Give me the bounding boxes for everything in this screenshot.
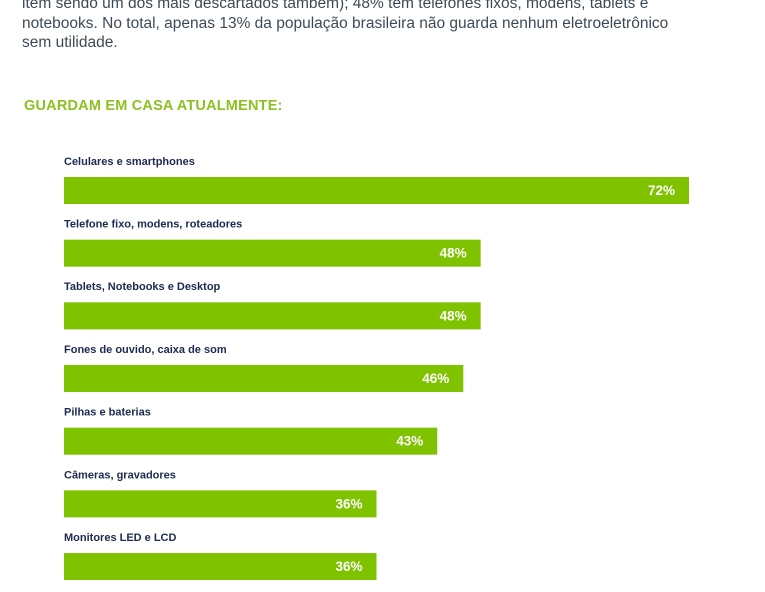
category-label: Pilhas e baterias bbox=[64, 407, 151, 419]
category-label: Tablets, Notebooks e Desktop bbox=[64, 281, 221, 293]
value-label: 46% bbox=[422, 371, 449, 386]
value-label: 43% bbox=[396, 434, 423, 449]
category-label: Monitores LED e LCD bbox=[64, 532, 177, 544]
category-label: Telefone fixo, modens, roteadores bbox=[64, 219, 242, 231]
intro-line: notebooks. No total, apenas 13% da popul… bbox=[22, 14, 669, 32]
bar bbox=[64, 427, 438, 455]
intro-line: item sendo um dos mais descartados també… bbox=[22, 0, 649, 12]
category-label: Celulares e smartphones bbox=[64, 156, 195, 168]
bar bbox=[64, 177, 689, 204]
category-label: Fones de ouvido, caixa de som bbox=[64, 344, 227, 356]
value-label: 48% bbox=[440, 246, 467, 261]
intro-line: sem utilidade. bbox=[22, 34, 118, 51]
bar bbox=[64, 365, 464, 393]
value-label: 48% bbox=[440, 308, 467, 323]
value-label: 72% bbox=[648, 183, 675, 198]
value-label: 36% bbox=[335, 496, 362, 511]
category-label: Câmeras, gravadores bbox=[64, 469, 176, 481]
intro-paragraph: item sendo um dos mais descartados també… bbox=[22, 0, 734, 53]
chart-title: GUARDAM EM CASA ATUALMENTE: bbox=[24, 98, 283, 114]
bar bbox=[64, 302, 481, 330]
value-label: 36% bbox=[335, 559, 362, 574]
bar bbox=[64, 239, 481, 267]
bar bbox=[64, 490, 377, 518]
bar bbox=[64, 553, 377, 581]
